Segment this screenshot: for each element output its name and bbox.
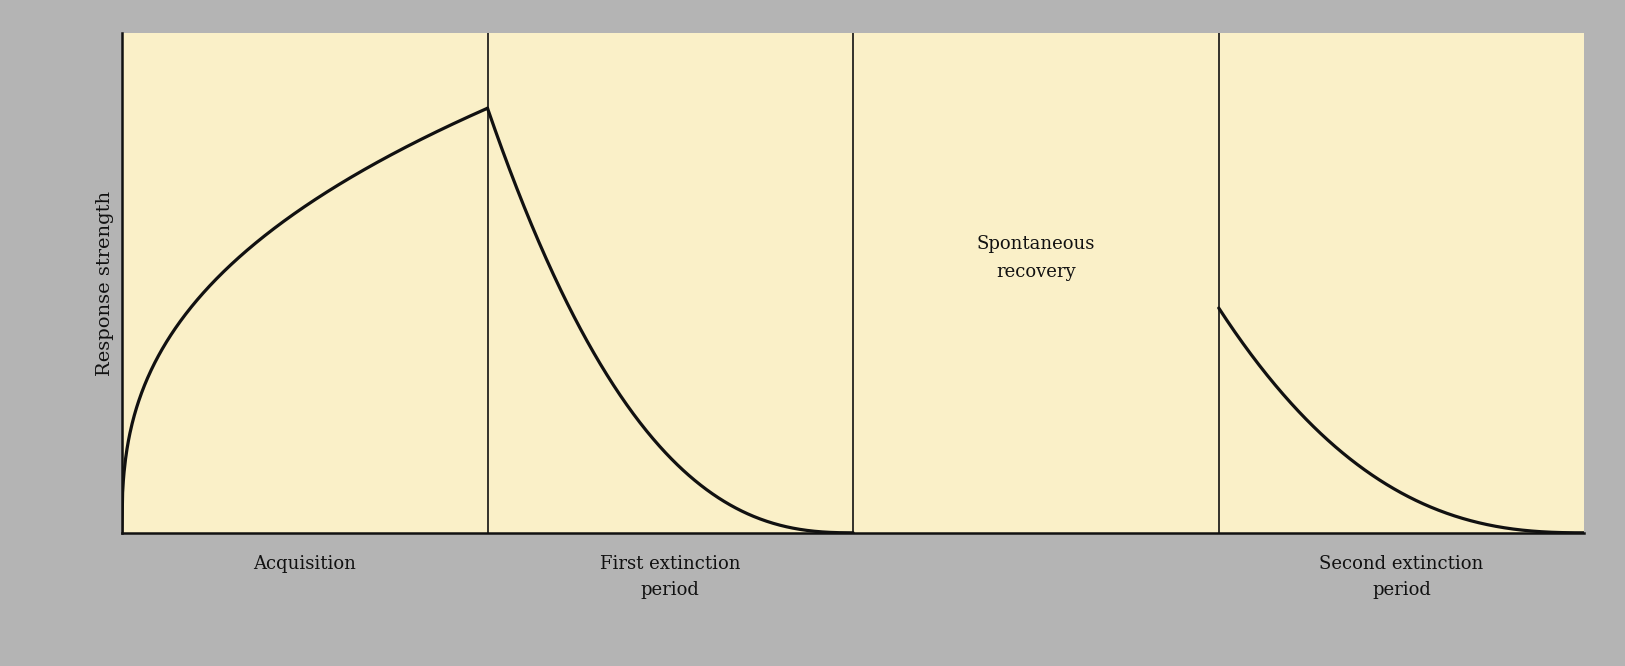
Text: Spontaneous
recovery: Spontaneous recovery [977, 235, 1095, 281]
Text: Second extinction
period: Second extinction period [1320, 555, 1484, 599]
Y-axis label: Response strength: Response strength [96, 190, 114, 376]
Text: Acquisition: Acquisition [254, 555, 356, 573]
Text: First extinction
period: First extinction period [600, 555, 741, 599]
